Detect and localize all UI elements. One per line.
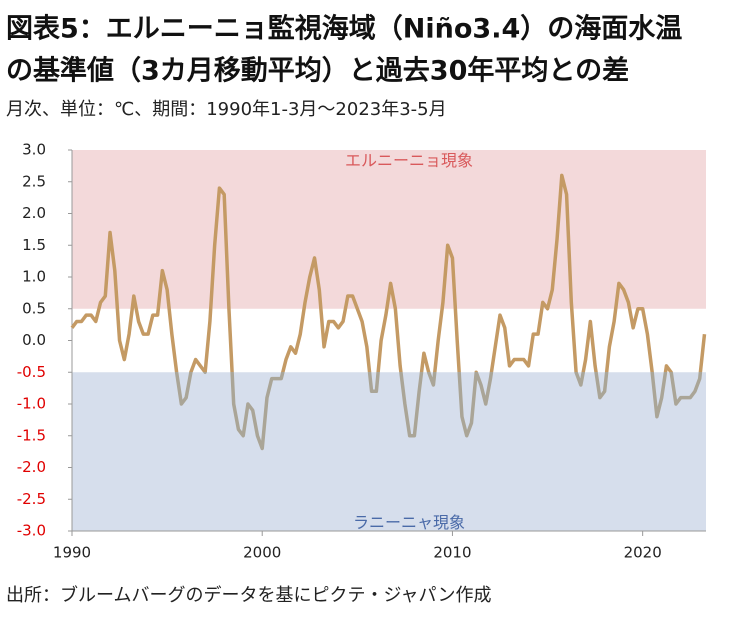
y-tick-label: -1.5 xyxy=(17,426,46,444)
chart-title: 図表5：エルニーニョ監視海域（Niño3.4）の海面水温 xyxy=(6,14,682,45)
y-tick-label: -0.5 xyxy=(17,363,46,381)
y-tick-label: -2.0 xyxy=(17,458,46,476)
chart-subtitle: 月次、単位：℃、期間：1990年1-3月～2023年3-5月 xyxy=(6,99,447,120)
y-tick-label: 3.0 xyxy=(22,141,46,159)
data-line xyxy=(70,173,707,451)
band xyxy=(72,150,706,309)
y-tick-label: 0.5 xyxy=(22,299,46,317)
y-tick-label: 2.5 xyxy=(22,172,46,190)
x-tick-label: 2010 xyxy=(433,544,471,562)
band-label: ラニーニャ現象 xyxy=(353,513,465,532)
x-tick-label: 2020 xyxy=(624,544,662,562)
y-tick-label: 2.0 xyxy=(22,204,46,222)
y-tick-label: 0.0 xyxy=(22,331,46,349)
chart-title: の基準値（3カ月移動平均）と過去30年平均との差 xyxy=(6,55,629,87)
y-tick-label: -2.5 xyxy=(17,490,46,508)
y-tick-label: -1.0 xyxy=(17,395,46,413)
y-tick-label: 1.0 xyxy=(22,268,46,286)
y-tick-label: -3.0 xyxy=(17,522,46,540)
band-label: エルニーニョ現象 xyxy=(345,151,473,170)
x-tick-label: 1990 xyxy=(53,544,91,562)
y-tick-label: 1.5 xyxy=(22,236,46,254)
x-tick-label: 2000 xyxy=(243,544,281,562)
source-note: 出所：ブルームバーグのデータを基にピクテ・ジャパン作成 xyxy=(6,584,491,606)
band xyxy=(72,372,706,531)
